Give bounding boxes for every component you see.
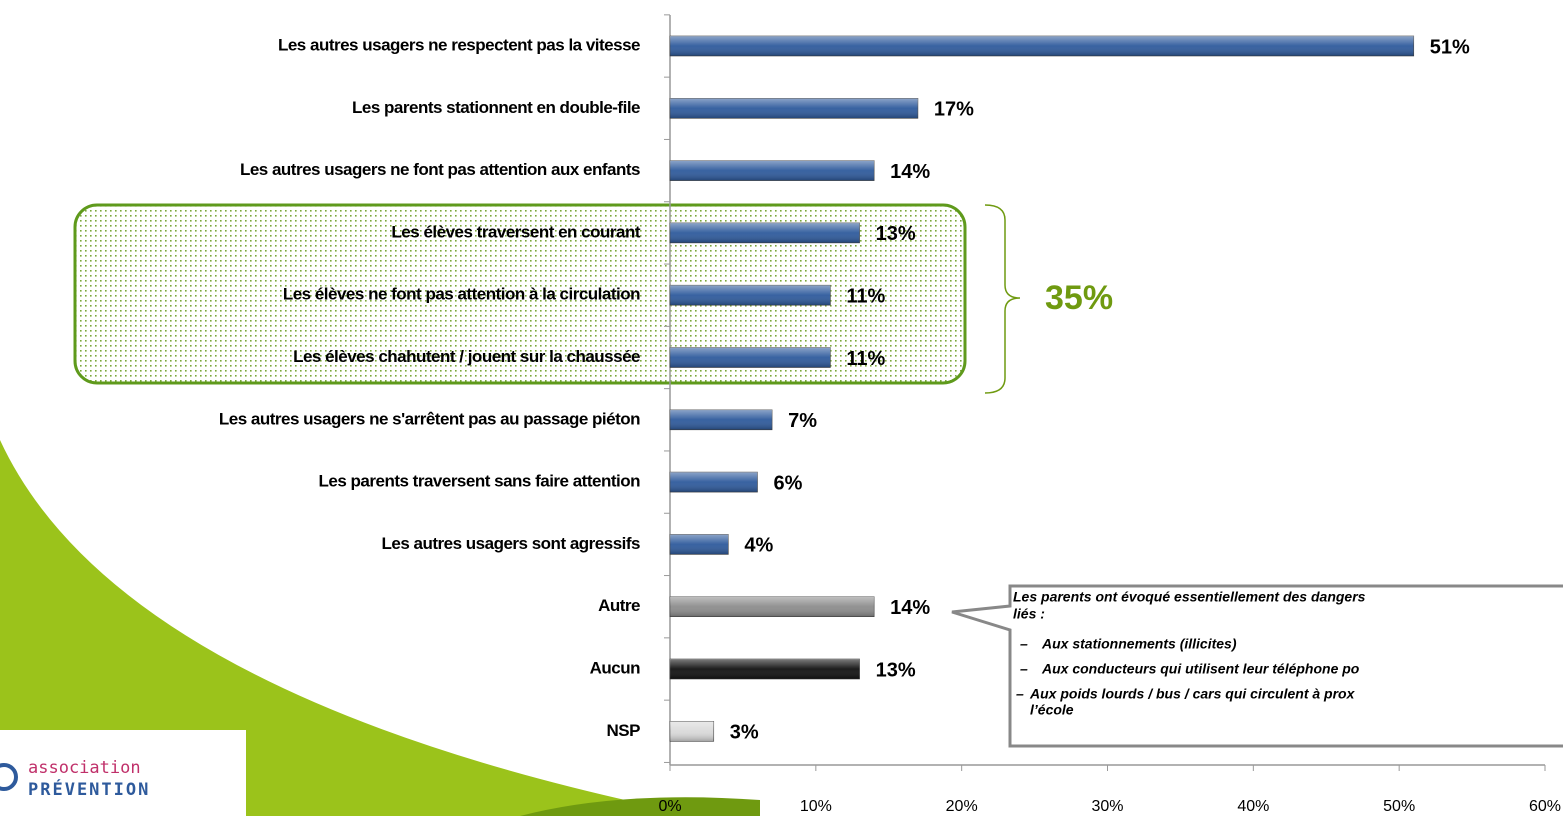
callout-title: liés : [1013,606,1045,622]
x-tick-label: 30% [1091,798,1123,815]
value-label: 14% [890,161,930,183]
category-label: Les élèves traversent en courant [391,222,640,241]
callout-item: Aux stationnements (illicites) [1041,636,1237,652]
callout-title: Les parents ont évoqué essentiellement d… [1013,589,1366,605]
value-label: 3% [730,722,759,744]
bar-shine [670,472,758,493]
value-label: 17% [934,99,974,121]
callout-dash: – [1020,661,1028,677]
bar-shine [670,222,860,243]
x-tick-label: 0% [658,798,681,815]
group-highlight [73,203,967,385]
bar-shine [670,98,918,119]
category-label: Aucun [590,658,641,677]
logo-icon [0,763,18,791]
bar-shine [670,36,1414,56]
value-label: 7% [788,410,817,432]
callout-item: Aux poids lourds / bus / cars qui circul… [1029,686,1356,702]
value-label: 11% [846,348,885,370]
x-tick-label: 20% [946,798,978,815]
category-label: Les autres usagers ne font pas attention… [240,160,640,179]
category-label: Les parents stationnent en double-file [352,98,640,117]
callout-dash: – [1020,636,1028,652]
category-label: Les autres usagers sont agressifs [382,534,641,553]
callout-item: l’école [1030,702,1074,718]
logo-text: PRÉVENTION [28,778,150,800]
bar-shine [670,596,875,617]
value-label: 4% [744,535,773,557]
bar-shine [670,409,773,430]
logo-box [0,730,246,816]
bar-shine [670,347,831,368]
category-label: Les élèves ne font pas attention à la ci… [283,285,640,304]
category-label: Les élèves chahutent / jouent sur la cha… [293,347,640,366]
callout: Les parents ont évoqué essentiellement d… [1013,589,1366,718]
category-label: Les autres usagers ne respectent pas la … [278,35,640,54]
value-label: 11% [846,285,885,307]
decor-swoosh [0,440,700,816]
value-label: 13% [876,659,916,681]
decor-swoosh-dark [520,797,760,816]
group-bracket [984,204,1021,394]
x-tick-label: 50% [1383,798,1415,815]
category-label: NSP [607,721,641,740]
value-label: 51% [1430,36,1470,58]
bar-shine [670,160,875,181]
category-label: Autre [598,596,640,615]
bar-shine [670,721,714,742]
bar-shine [670,659,860,679]
callout-box [951,584,1563,748]
value-label: 13% [876,223,916,245]
x-tick-label: 10% [800,798,832,815]
logo-text: association [28,758,141,778]
bar-shine [670,285,831,306]
x-tick-label: 40% [1237,798,1269,815]
value-label: 14% [890,597,930,619]
x-tick-label: 60% [1529,798,1561,815]
group-annotation: 35% [1045,279,1113,317]
value-label: 6% [774,472,803,494]
category-label: Les parents traversent sans faire attent… [319,472,641,491]
callout-item: Aux conducteurs qui utilisent leur télép… [1041,661,1360,677]
bar-shine [670,534,729,555]
category-label: Les autres usagers ne s'arrêtent pas au … [219,409,640,428]
callout-dash: – [1016,686,1024,702]
